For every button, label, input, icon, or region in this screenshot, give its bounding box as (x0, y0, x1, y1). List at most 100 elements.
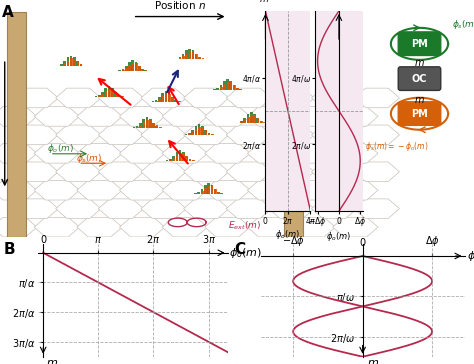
Bar (155, 126, 158, 128)
Bar (244, 120, 246, 123)
Bar (179, 58, 182, 59)
Polygon shape (247, 143, 293, 163)
Polygon shape (333, 107, 378, 126)
Polygon shape (269, 88, 314, 108)
Bar (133, 127, 135, 128)
Bar (195, 129, 198, 135)
Bar (111, 88, 114, 97)
Polygon shape (77, 181, 122, 200)
Polygon shape (354, 199, 400, 218)
Bar (208, 186, 210, 194)
Polygon shape (34, 217, 80, 237)
Bar (240, 121, 243, 123)
Bar (223, 84, 226, 90)
Bar (250, 112, 253, 123)
Polygon shape (34, 181, 80, 200)
Bar (178, 101, 180, 102)
Bar (138, 66, 141, 71)
Polygon shape (98, 199, 144, 218)
Bar (226, 79, 229, 90)
Bar (169, 160, 172, 161)
Polygon shape (183, 88, 229, 108)
Bar (142, 119, 145, 128)
Bar (204, 130, 207, 135)
Text: $E_{ext}(m)$: $E_{ext}(m)$ (228, 220, 261, 232)
Polygon shape (226, 88, 272, 108)
Bar (105, 91, 107, 97)
Polygon shape (247, 217, 293, 237)
Text: $\phi_s(m)$: $\phi_s(m)$ (452, 17, 474, 31)
Bar (198, 192, 200, 194)
Bar (146, 117, 148, 128)
Polygon shape (162, 143, 208, 163)
Bar (174, 100, 177, 102)
Bar (125, 66, 128, 71)
Bar (189, 51, 191, 59)
Polygon shape (226, 199, 272, 218)
Bar (98, 95, 100, 97)
Bar (179, 150, 182, 161)
Polygon shape (247, 107, 293, 126)
Polygon shape (119, 143, 165, 163)
Text: $m$: $m$ (414, 58, 425, 68)
Bar (188, 133, 191, 135)
FancyBboxPatch shape (398, 32, 441, 55)
Polygon shape (290, 181, 336, 200)
Bar (118, 95, 120, 97)
Bar (108, 89, 110, 97)
Bar (198, 193, 201, 194)
Bar (80, 64, 82, 66)
Bar (179, 57, 181, 59)
Polygon shape (77, 143, 122, 163)
FancyBboxPatch shape (398, 102, 441, 125)
Bar (149, 119, 152, 128)
Bar (175, 152, 178, 161)
Bar (208, 132, 210, 135)
Bar (178, 101, 181, 102)
Bar (139, 125, 142, 128)
Polygon shape (119, 181, 165, 200)
Bar (171, 97, 174, 102)
Bar (173, 156, 175, 161)
Bar (128, 62, 131, 71)
Bar (244, 118, 246, 123)
Bar (164, 91, 167, 102)
Bar (191, 50, 194, 59)
Bar (128, 66, 131, 71)
Bar (260, 121, 262, 123)
Bar (142, 69, 144, 71)
Bar (191, 132, 194, 135)
Polygon shape (226, 162, 272, 182)
Bar (237, 88, 239, 90)
Polygon shape (290, 217, 336, 237)
Polygon shape (7, 12, 26, 237)
Bar (118, 95, 120, 97)
Polygon shape (354, 162, 400, 182)
Polygon shape (98, 162, 144, 182)
Polygon shape (333, 217, 378, 237)
Polygon shape (183, 125, 229, 145)
Bar (263, 122, 266, 123)
Bar (152, 101, 154, 102)
Bar (208, 133, 210, 135)
Bar (227, 82, 229, 90)
Bar (198, 57, 201, 59)
Bar (195, 54, 198, 59)
Bar (211, 134, 214, 135)
Bar (101, 94, 104, 97)
Polygon shape (77, 107, 122, 126)
Bar (66, 58, 69, 66)
Bar (176, 155, 178, 161)
Bar (195, 54, 198, 59)
Bar (186, 156, 188, 161)
Text: $\phi_o(m)$: $\phi_o(m)$ (467, 249, 474, 263)
Bar (149, 120, 152, 128)
Polygon shape (290, 107, 336, 126)
Bar (247, 118, 250, 123)
Polygon shape (141, 199, 186, 218)
Bar (64, 63, 66, 66)
Text: $\phi_o(m)$: $\phi_o(m)$ (229, 246, 262, 260)
Bar (257, 118, 259, 123)
Bar (250, 115, 253, 123)
Polygon shape (141, 125, 186, 145)
